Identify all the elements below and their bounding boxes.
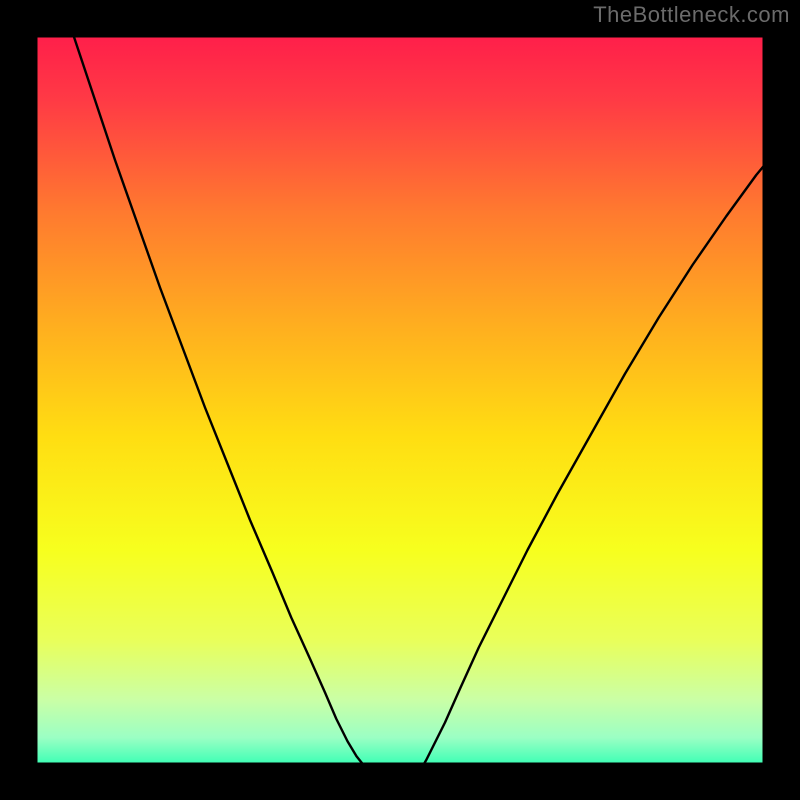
plot-background: [25, 25, 775, 775]
chart-container: TheBottleneck.com: [0, 0, 800, 800]
watermark-text: TheBottleneck.com: [593, 2, 790, 28]
bottleneck-chart: [0, 0, 800, 800]
